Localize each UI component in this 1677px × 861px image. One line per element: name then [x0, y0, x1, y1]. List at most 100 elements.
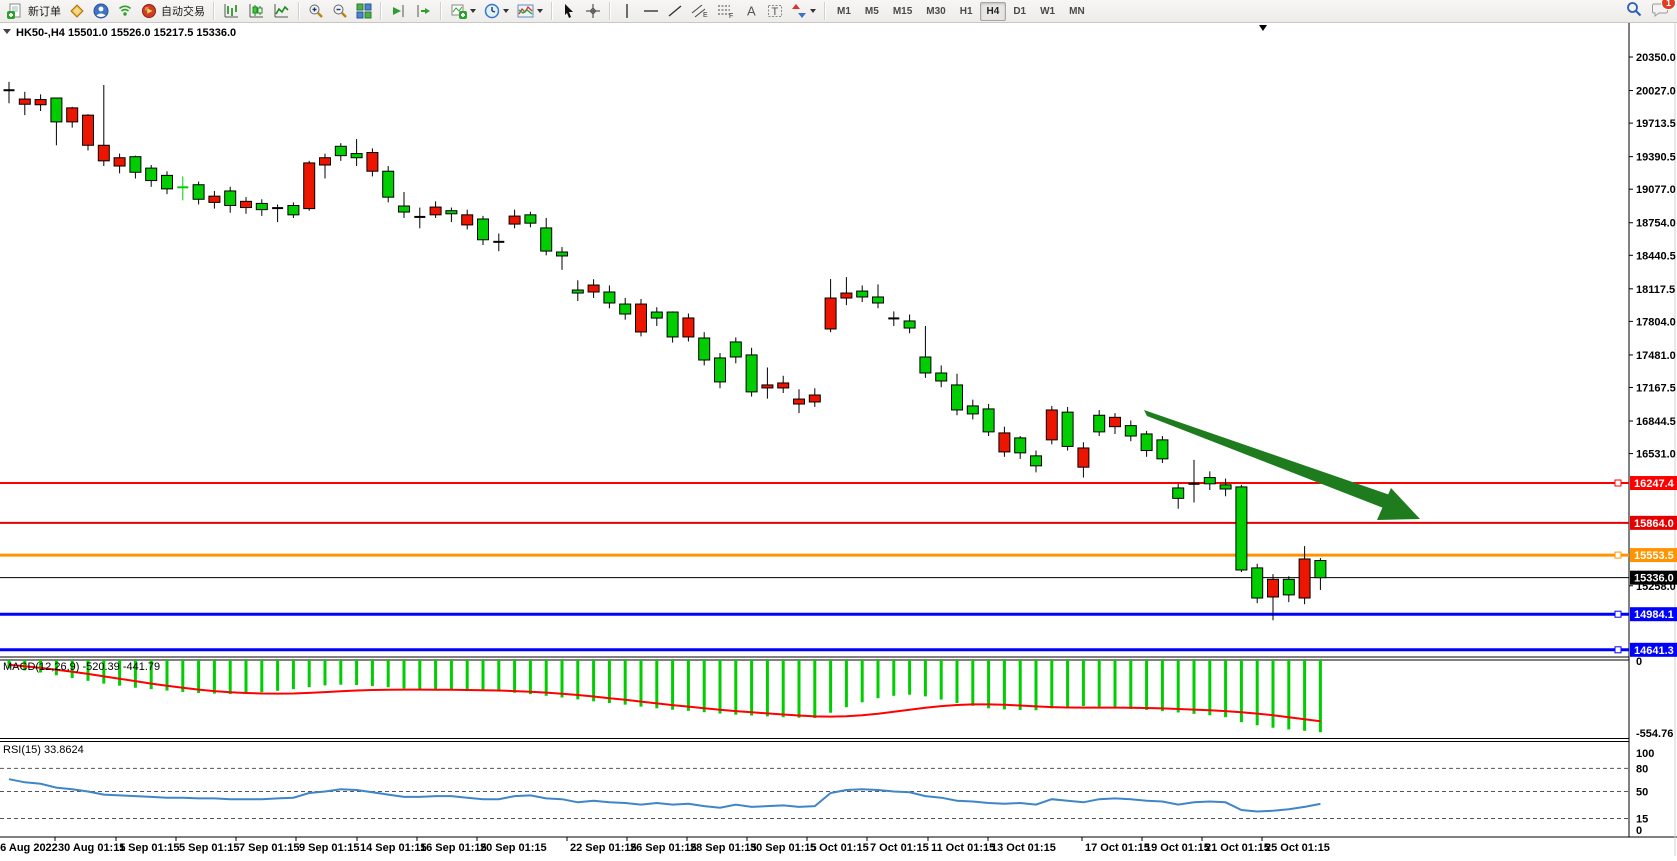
timeframe-button-h4[interactable]: H4: [979, 1, 1007, 21]
trend-arrow[interactable]: [1144, 410, 1390, 509]
zoom-in-button[interactable]: [304, 0, 328, 22]
price-tick-label: 18440.5: [1636, 250, 1676, 262]
candlestick-button[interactable]: [244, 0, 269, 22]
search-button[interactable]: [1626, 1, 1642, 22]
line-chart-icon: [273, 3, 290, 19]
text-icon: A: [743, 3, 759, 19]
community-button[interactable]: [89, 0, 113, 22]
crosshair-button[interactable]: [581, 0, 605, 22]
timeframe-button-m30[interactable]: M30: [926, 5, 946, 17]
macd-bar: [307, 660, 311, 688]
arrows-icon: [791, 3, 807, 19]
tile-windows-icon: [356, 3, 372, 19]
notifications-button[interactable]: 1: [1652, 0, 1676, 22]
timeframe-button-m1[interactable]: M1: [837, 5, 851, 17]
timeframe-button-w1[interactable]: W1: [1040, 5, 1056, 17]
shift-marker-icon[interactable]: [1259, 25, 1267, 31]
candle: [445, 207, 458, 223]
candle: [34, 94, 47, 111]
new-order-button[interactable]: 新订单: [3, 0, 65, 22]
macd-bar: [876, 660, 880, 699]
price-line-label-box: [1630, 642, 1677, 657]
macd-bar: [607, 660, 611, 704]
trend-arrow-head[interactable]: [1377, 488, 1420, 520]
candle: [429, 201, 442, 218]
timeframe-button-h1[interactable]: H1: [959, 5, 973, 17]
auto-scroll-icon: [390, 3, 407, 19]
cursor-button[interactable]: [557, 0, 581, 22]
candle: [1077, 442, 1090, 478]
macd-bar: [1208, 660, 1212, 716]
macd-bar: [592, 660, 596, 702]
macd-bar: [434, 660, 438, 690]
dropdown-caret-icon[interactable]: [810, 9, 816, 13]
channel-button[interactable]: E: [687, 0, 713, 22]
dropdown-caret-icon[interactable]: [503, 9, 509, 13]
bar-chart-button[interactable]: [219, 0, 244, 22]
metaeditor-button[interactable]: [65, 0, 89, 22]
dropdown-caret-icon[interactable]: [470, 9, 476, 13]
macd-bar: [702, 660, 706, 713]
label-button[interactable]: T: [763, 0, 787, 22]
toolbar-separator: [213, 2, 215, 20]
new-chart-button[interactable]: [446, 0, 480, 22]
macd-bar: [418, 660, 422, 690]
fibonacci-button[interactable]: F: [713, 0, 739, 22]
macd-bar: [102, 660, 106, 684]
dropdown-caret-icon[interactable]: [537, 9, 543, 13]
vline-button[interactable]: [615, 0, 639, 22]
connection-button[interactable]: [113, 0, 137, 22]
vline-icon: [619, 3, 635, 19]
tile-windows-button[interactable]: [352, 0, 376, 22]
candle: [587, 279, 600, 298]
zoom-out-button[interactable]: [328, 0, 352, 22]
auto-scroll-button[interactable]: [386, 0, 411, 22]
price-tick-label: 19077.0: [1636, 184, 1676, 196]
timeframe-button-m5[interactable]: M5: [864, 5, 879, 17]
ohlc-collapse-icon[interactable]: [3, 29, 11, 34]
line-handle[interactable]: [1614, 646, 1622, 654]
macd-bar: [750, 660, 754, 716]
time-label: 13 Oct 01:15: [991, 842, 1056, 854]
trendline-icon: [667, 3, 683, 19]
candle: [524, 211, 537, 228]
time-label: 7 Oct 01:15: [870, 842, 929, 854]
text-button[interactable]: A: [739, 0, 763, 22]
autotrading-button[interactable]: 自动交易: [137, 0, 209, 22]
chart-shift-button[interactable]: [411, 0, 436, 22]
macd-bar: [1002, 660, 1006, 710]
line-chart-button[interactable]: [269, 0, 294, 22]
macd-bar: [133, 660, 137, 688]
chart-canvas[interactable]: 20350.0 20027.0 19713.5 19390.5 19077.0 18754…: [0, 23, 1677, 856]
candle: [1156, 436, 1169, 464]
price-tick-label: 16531.0: [1636, 449, 1676, 461]
macd-bar: [449, 660, 453, 690]
autotrading-icon: [141, 3, 157, 19]
candle: [161, 171, 173, 195]
timeframe-button-m15[interactable]: M15: [892, 5, 913, 17]
line-handle[interactable]: [1614, 479, 1622, 487]
macd-bar: [465, 660, 469, 691]
macd-bar: [497, 660, 501, 692]
trendline-button[interactable]: [663, 0, 687, 22]
candle: [888, 311, 900, 326]
macd-bar: [1318, 660, 1322, 733]
candle: [951, 373, 963, 416]
timeframe-button-d1[interactable]: D1: [1013, 5, 1027, 17]
macd-bar: [1192, 660, 1196, 714]
arrows-button[interactable]: [787, 0, 820, 22]
price-tick-label: 18117.5: [1636, 284, 1675, 296]
price-tick-label: 20350.0: [1636, 52, 1676, 64]
line-handle[interactable]: [1614, 551, 1622, 559]
candle: [508, 209, 521, 229]
price-tick-label: 19713.5: [1636, 118, 1676, 130]
macd-bar: [1145, 660, 1149, 710]
candle: [872, 284, 884, 309]
indicators-button[interactable]: [513, 0, 547, 22]
profiles-button[interactable]: [480, 0, 513, 22]
timeframe-button-mn[interactable]: MN: [1069, 5, 1085, 17]
price-tick-label: 16844.5: [1636, 416, 1676, 428]
hline-button[interactable]: [639, 0, 663, 22]
line-handle[interactable]: [1614, 610, 1622, 618]
macd-bar: [86, 660, 90, 681]
